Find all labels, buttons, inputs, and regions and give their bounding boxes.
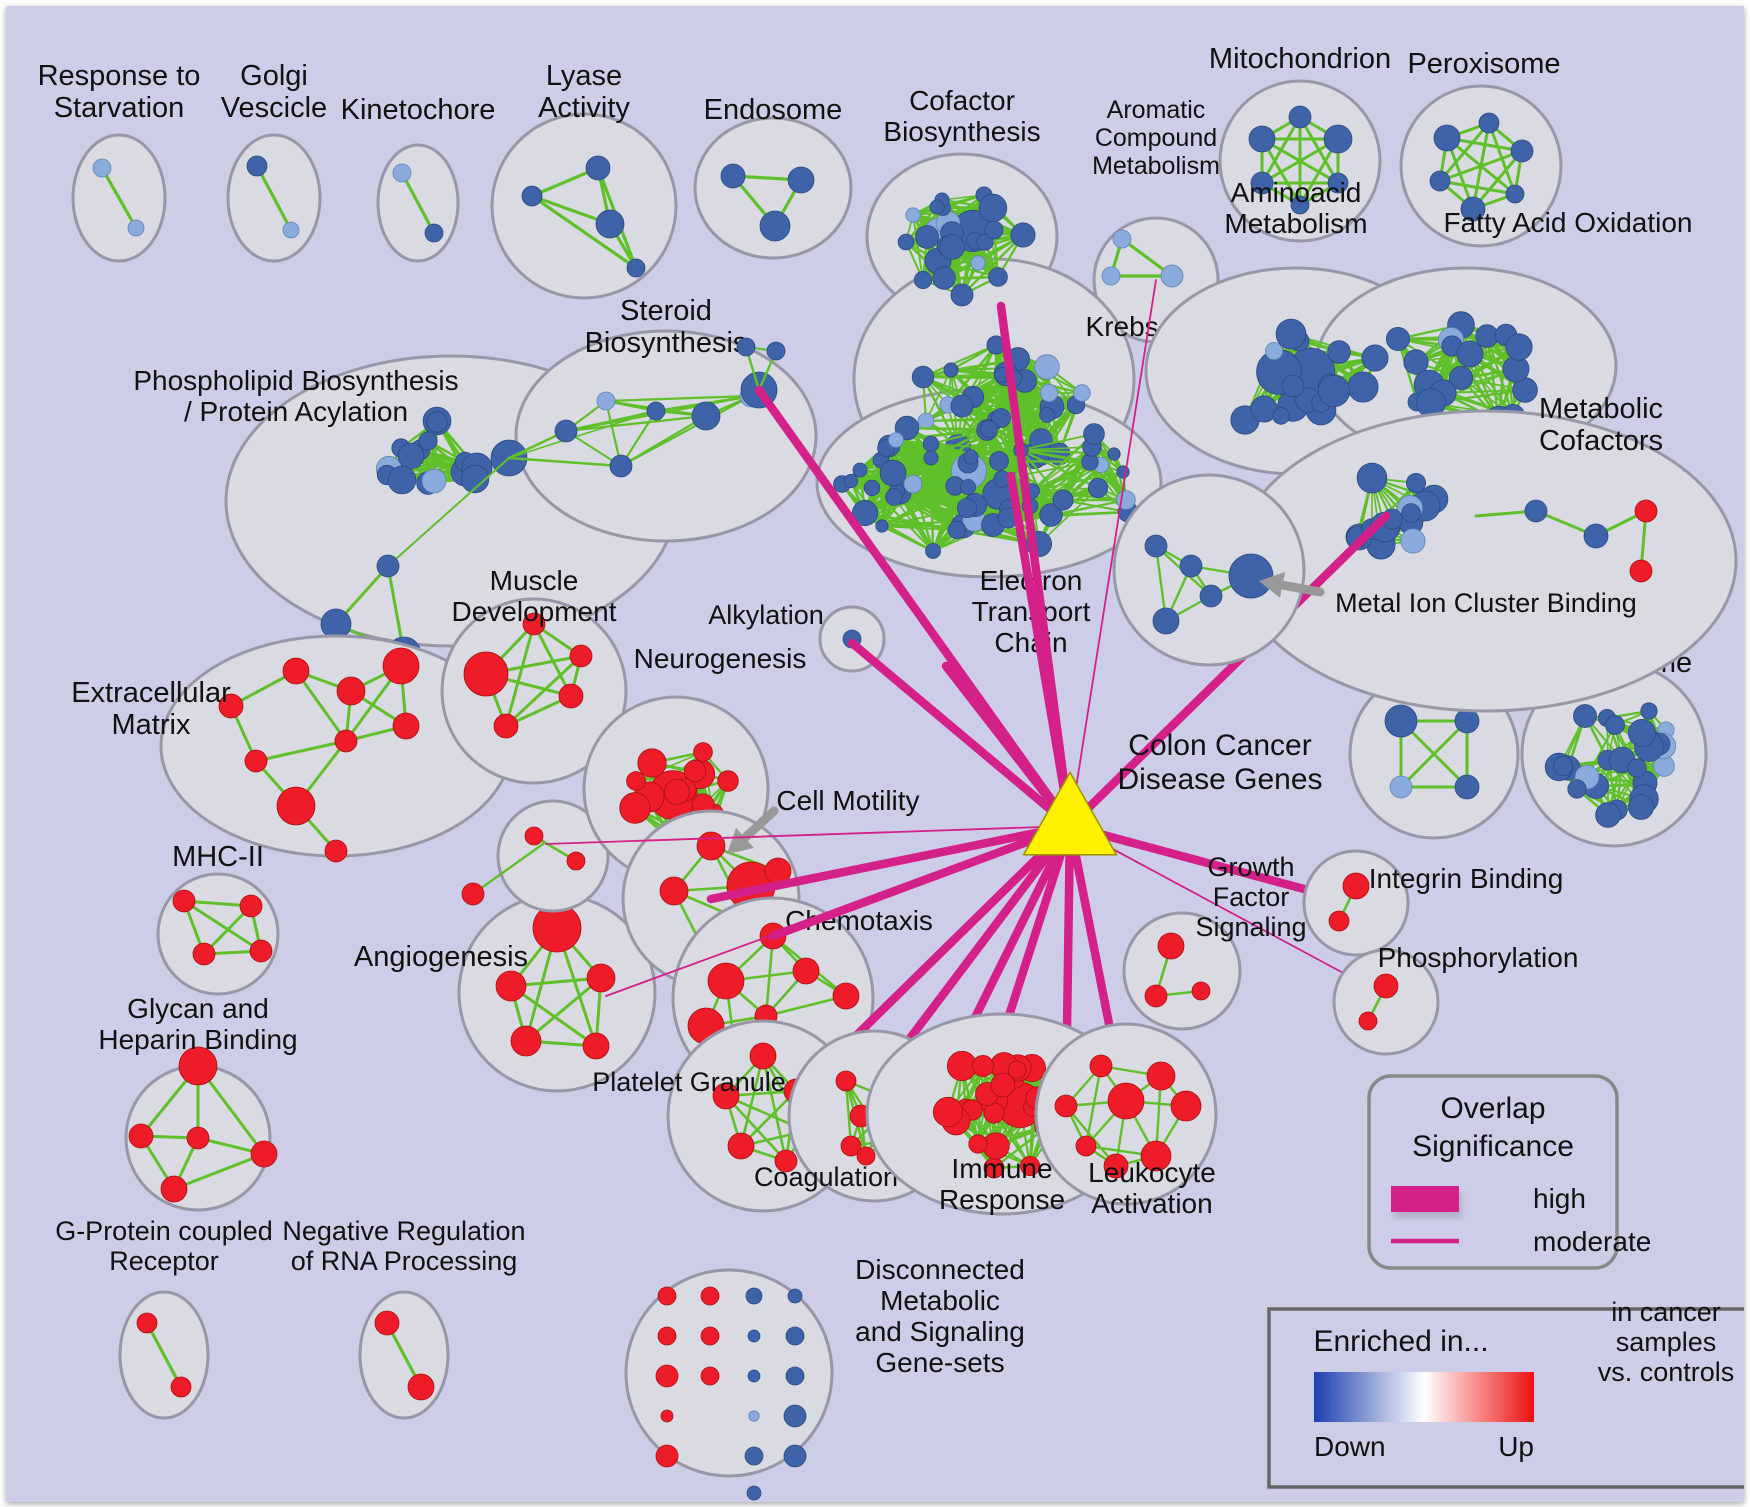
svg-text:Coagulation: Coagulation [754,1162,898,1192]
svg-text:Up: Up [1498,1431,1534,1462]
svg-text:Significance: Significance [1412,1130,1574,1163]
svg-text:high: high [1533,1183,1586,1214]
svg-text:Fatty Acid Oxidation: Fatty Acid Oxidation [1443,207,1692,238]
svg-text:Metal Ion Cluster Binding: Metal Ion Cluster Binding [1335,588,1637,618]
svg-text:Peroxisome: Peroxisome [1407,48,1560,80]
svg-text:Alkylation: Alkylation [708,600,824,630]
svg-text:Integrin Binding: Integrin Binding [1369,863,1564,894]
svg-text:Platelet Granule: Platelet Granule [592,1067,786,1097]
svg-text:Phosphorylation: Phosphorylation [1378,942,1579,973]
svg-text:Down: Down [1314,1431,1386,1462]
svg-text:Mitochondrion: Mitochondrion [1209,43,1391,75]
svg-text:Cell Motility: Cell Motility [776,785,919,816]
svg-text:Angiogenesis: Angiogenesis [354,941,528,973]
svg-text:Endosome: Endosome [704,94,843,126]
svg-text:Neurogenesis: Neurogenesis [634,643,807,674]
svg-text:Kinetochore: Kinetochore [341,94,496,126]
svg-text:MHC-II: MHC-II [172,841,264,873]
svg-text:moderate: moderate [1533,1226,1651,1257]
svg-text:Overlap: Overlap [1440,1092,1545,1125]
svg-text:Enriched in...: Enriched in... [1313,1325,1488,1358]
